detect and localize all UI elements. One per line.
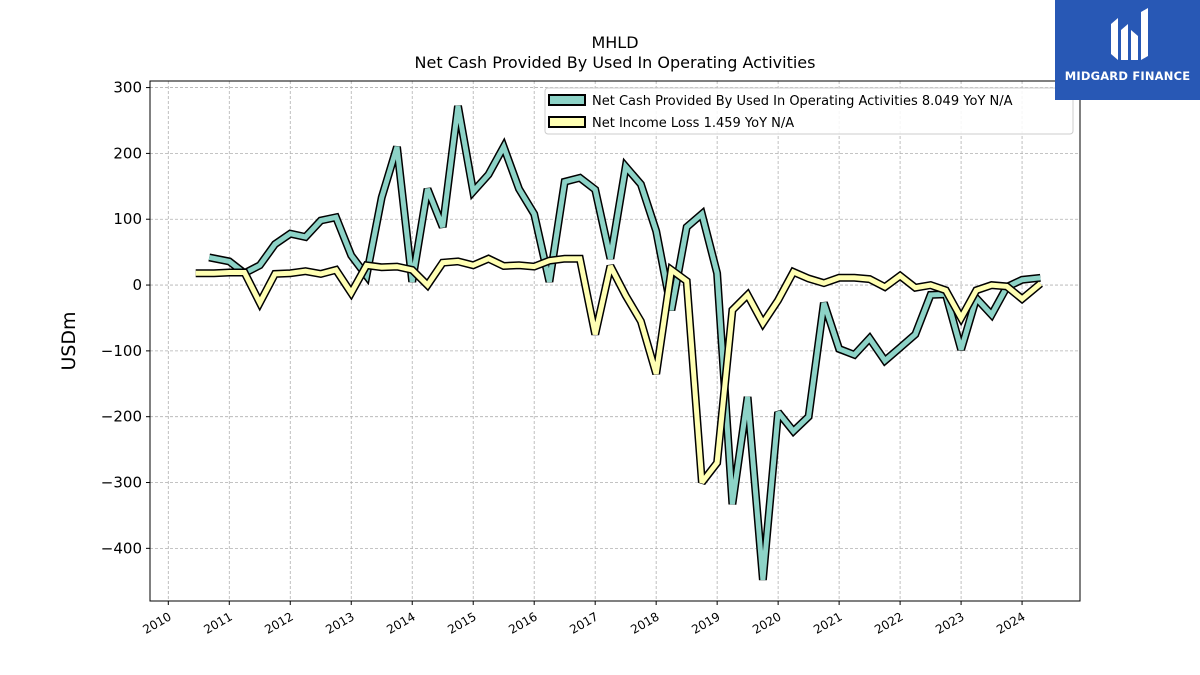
series-line-1 <box>195 255 1042 485</box>
x-tick-label: 2019 <box>689 609 722 636</box>
series-outline-1 <box>195 254 1043 485</box>
legend: Net Cash Provided By Used In Operating A… <box>544 87 1074 135</box>
y-axis-label: USDm <box>58 311 80 370</box>
plot-frame <box>149 80 1081 602</box>
chart-subtitle: Net Cash Provided By Used In Operating A… <box>415 53 816 72</box>
x-tick-label: 2016 <box>506 609 539 636</box>
x-tick-label: 2012 <box>262 609 295 636</box>
y-tick-label: 200 <box>113 144 142 162</box>
y-tick-label: −100 <box>101 342 142 360</box>
chart-title: MHLD <box>591 33 638 52</box>
x-tick-label: 2023 <box>933 609 966 636</box>
y-tick-label: −200 <box>101 408 142 426</box>
legend-swatch-0 <box>548 94 586 106</box>
logo: MIDGARD FINANCE <box>1055 0 1200 100</box>
x-tick-label: 2022 <box>872 609 905 636</box>
logo-text: MIDGARD FINANCE <box>1064 69 1191 83</box>
y-tick-label: −400 <box>101 539 142 557</box>
x-tick-label: 2017 <box>567 609 600 636</box>
legend-swatch-1 <box>548 116 586 128</box>
x-tick-label: 2011 <box>201 609 234 636</box>
x-tick-label: 2020 <box>750 609 783 636</box>
axes: 300 200 100 0 −100 −200 −300 −400 2010 2011 2012 20… <box>101 79 1081 637</box>
y-tick-label: 100 <box>113 210 142 228</box>
x-tick-label: 2018 <box>628 609 661 636</box>
legend-label-1: Net Income Loss 1.459 YoY N/A <box>592 116 794 131</box>
y-tick-label: −300 <box>101 474 142 492</box>
y-tick-label: 300 <box>113 79 142 97</box>
series-lines <box>195 105 1043 581</box>
x-tick-label: 2021 <box>811 609 844 636</box>
grid <box>150 81 1080 601</box>
midgard-logo-icon <box>1111 8 1148 60</box>
legend-box <box>544 87 1074 135</box>
series-line-0 <box>208 105 1041 581</box>
x-tick-label: 2013 <box>323 609 356 636</box>
x-tick-label: 2010 <box>140 609 173 636</box>
x-tick-label: 2014 <box>384 609 417 636</box>
x-tick-label: 2024 <box>994 609 1027 636</box>
legend-label-0: Net Cash Provided By Used In Operating A… <box>592 94 1013 109</box>
x-tick-label: 2015 <box>445 609 478 636</box>
y-tick-label: 0 <box>132 276 142 294</box>
